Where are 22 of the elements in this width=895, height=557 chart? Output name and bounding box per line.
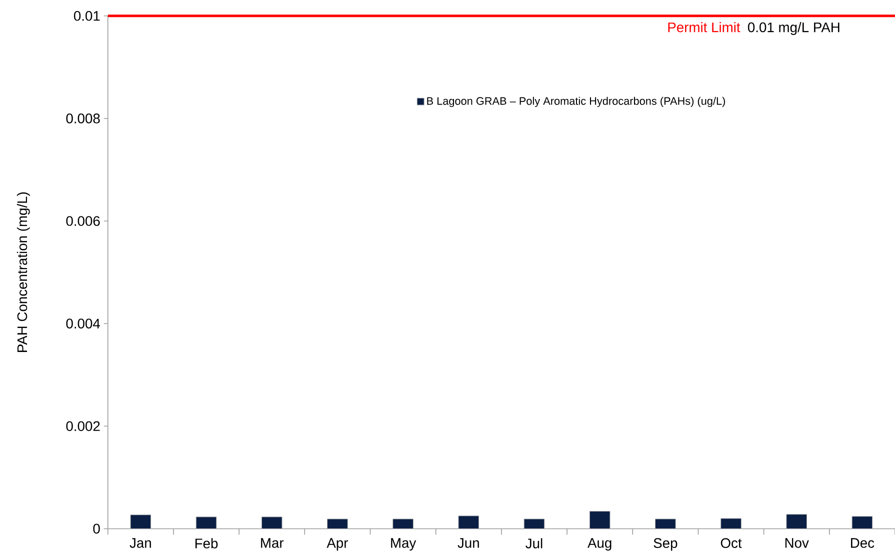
- y-tick-label: 0.008: [66, 114, 100, 124]
- y-axis-title: PAH Concentration (mg/L): [16, 192, 30, 352]
- x-tick-label: Sep: [654, 538, 678, 551]
- x-tick-label: Jul: [526, 538, 542, 549]
- x-tick-label: Apr: [326, 538, 348, 551]
- x-tick-label: Mar: [261, 538, 284, 548]
- x-tick-label: May: [391, 538, 416, 551]
- y-tick-label: 0.01: [74, 11, 100, 22]
- y-tick-label: 0: [93, 524, 100, 534]
- y-tick-label: 0.004: [66, 318, 100, 329]
- x-tick-label: Feb: [195, 538, 218, 549]
- y-tick-label: 0.002: [66, 421, 100, 432]
- ref-line-label: Permit Limit: [668, 22, 740, 32]
- y-tick-label: 0.006: [66, 216, 100, 226]
- x-tick-label: Aug: [588, 538, 612, 551]
- x-tick-label: Nov: [785, 538, 809, 548]
- annotation: 0.01 mg/L PAH: [748, 22, 840, 36]
- x-tick-label: Jun: [458, 538, 479, 548]
- x-tick-label: Jan: [130, 538, 151, 548]
- legend-label: B Lagoon GRAB – Poly Aromatic Hydrocarbons (PAHs) (ug/L): [427, 97, 725, 108]
- x-tick-label: Dec: [851, 538, 874, 548]
- x-tick-label: Oct: [720, 538, 742, 548]
